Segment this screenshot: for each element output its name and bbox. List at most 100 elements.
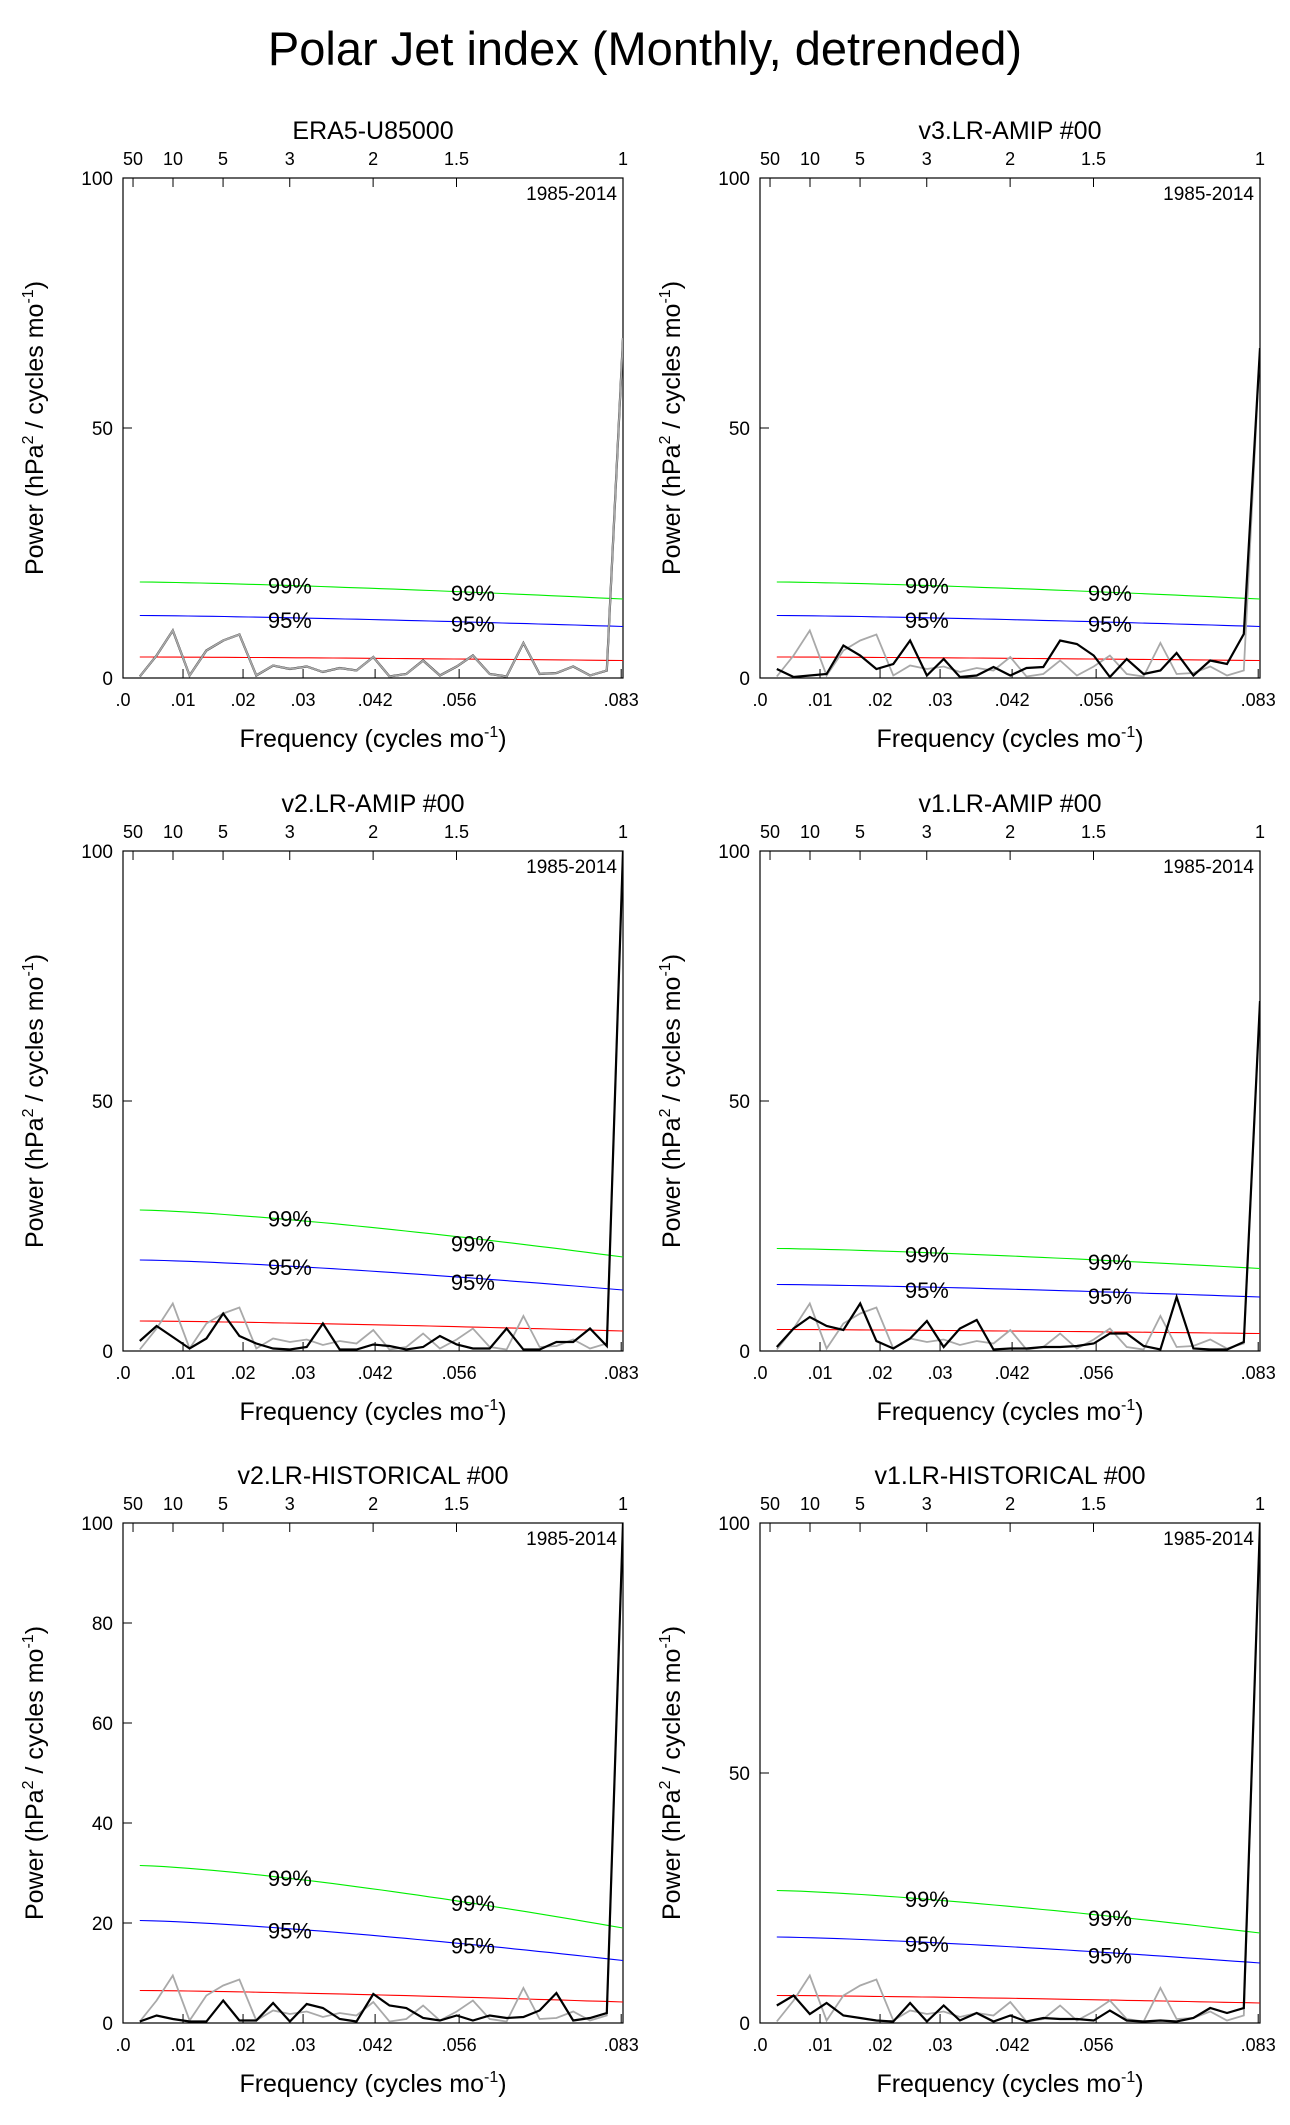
power-spectrum-line <box>138 337 623 678</box>
x-axis-label-text: Frequency (cycles mo <box>876 2070 1121 2098</box>
confidence-99-line <box>776 1889 1260 1934</box>
label-99: 99% <box>905 1243 949 1268</box>
reference-spectrum-line <box>139 337 623 678</box>
plot-frame <box>759 177 1261 679</box>
red-noise-line <box>139 1320 623 1332</box>
reference-spectrum-line <box>776 347 1260 678</box>
label-99: 99% <box>1088 1906 1132 1931</box>
reference-spectrum-line <box>776 1000 1260 1351</box>
label-99: 99% <box>1088 1250 1132 1275</box>
x-tick-label: .02 <box>231 2035 256 2055</box>
y-tick-label: 60 <box>92 1714 113 1735</box>
x-tick-label: .03 <box>291 690 316 710</box>
x-axis-label-sup: -1 <box>484 1397 498 1414</box>
y-tick-label: 0 <box>102 1342 113 1363</box>
plot-frame <box>759 1522 1261 2024</box>
y-axis-label-text: / cycles mo <box>21 304 49 436</box>
plot-frame <box>122 850 624 1352</box>
top-tick-label: 5 <box>855 1494 865 1514</box>
label-99: 99% <box>905 1887 949 1912</box>
y-axis-label-tail: ) <box>21 954 49 962</box>
data-layer <box>139 851 623 1351</box>
label-95: 95% <box>268 1919 312 1944</box>
x-tick-label: .083 <box>1241 1363 1276 1383</box>
period-label: 1985-2014 <box>526 1529 617 1550</box>
chart-panel: v1.LR-AMIP #00 1985-2014 50 10 5 3 2 1.5 1 .0 .01.… <box>657 790 1276 1426</box>
x-tick-label: .042 <box>995 1363 1030 1383</box>
x-tick-label: .01 <box>808 1363 833 1383</box>
panel-title: v2.LR-AMIP #00 <box>282 790 465 818</box>
x-axis-label-tail: ) <box>1135 1398 1143 1426</box>
top-tick-label: 10 <box>163 149 183 169</box>
y-tick-label: 0 <box>102 669 113 690</box>
chart-panel: v3.LR-AMIP #00 1985-2014 50 10 5 3 2 1.5 1 .0 .01.… <box>657 117 1276 753</box>
data-layer <box>138 337 623 678</box>
top-tick-label: 2 <box>368 1494 378 1514</box>
y-tick-label: 0 <box>739 2014 750 2035</box>
y-axis-label-sup: 2 <box>20 435 37 444</box>
top-tick-label: 1.5 <box>444 1494 469 1514</box>
y-axis-label-sup: 2 <box>657 1780 674 1789</box>
x-tick-label: .03 <box>928 1363 953 1383</box>
panel-title: ERA5-U85000 <box>292 117 453 145</box>
x-tick-label: .042 <box>358 1363 393 1383</box>
x-tick-label: .056 <box>442 690 477 710</box>
x-axis-label: Frequency (cycles mo-1) <box>239 724 506 753</box>
y-axis-label-sup: 2 <box>657 435 674 444</box>
top-tick-label: 5 <box>855 149 865 169</box>
x-axis-label-tail: ) <box>1135 725 1143 753</box>
y-tick-label: 0 <box>739 669 750 690</box>
x-axis-label: Frequency (cycles mo-1) <box>876 1397 1143 1426</box>
label-95: 95% <box>1088 1284 1132 1309</box>
confidence-95-line <box>776 614 1260 628</box>
y-axis-label-sup: 2 <box>657 1108 674 1117</box>
confidence-95-line <box>139 1919 623 1962</box>
reference-spectrum-line <box>139 851 623 1351</box>
label-95: 95% <box>451 612 495 637</box>
y-axis-label-sup: -1 <box>20 289 37 303</box>
top-tick-label: 1 <box>1255 822 1265 842</box>
top-tick-label: 1.5 <box>1081 1494 1106 1514</box>
top-tick-label: 3 <box>285 822 295 842</box>
label-99: 99% <box>905 574 949 599</box>
x-axis-label-sup: -1 <box>1121 1397 1135 1414</box>
x-tick-label: .0 <box>115 1363 130 1383</box>
top-tick-label: 1 <box>618 1494 628 1514</box>
label-95: 95% <box>1088 1944 1132 1969</box>
top-tick-label: 1 <box>618 149 628 169</box>
y-axis-label-tail: ) <box>21 1626 49 1634</box>
y-axis-label-tail: ) <box>21 281 49 289</box>
x-tick-label: .042 <box>358 690 393 710</box>
y-axis-label-text: Power (hPa <box>21 1117 49 1248</box>
x-axis-label-sup: -1 <box>484 2069 498 2086</box>
confidence-95-line <box>139 1259 623 1291</box>
y-axis-label-text: / cycles mo <box>21 1649 49 1781</box>
y-axis-label-text: Power (hPa <box>21 1789 49 1920</box>
x-tick-label: .03 <box>291 1363 316 1383</box>
label-99: 99% <box>268 574 312 599</box>
x-tick-label: .0 <box>752 2035 767 2055</box>
y-axis-label: Power (hPa2 / cycles mo-1) <box>20 281 49 575</box>
top-tick-label: 10 <box>800 822 820 842</box>
top-tick-label: 10 <box>163 822 183 842</box>
y-tick-label: 50 <box>92 419 113 440</box>
y-axis-label-sup: -1 <box>20 1634 37 1648</box>
y-axis-label-text: / cycles mo <box>658 304 686 436</box>
label-99: 99% <box>1088 581 1132 606</box>
y-tick-label: 80 <box>92 1614 113 1635</box>
y-axis-label-text: / cycles mo <box>21 977 49 1109</box>
y-axis-label-tail: ) <box>658 281 686 289</box>
power-spectrum-line <box>776 347 1260 678</box>
panel-title: v1.LR-AMIP #00 <box>919 790 1102 818</box>
confidence-95-line <box>776 1936 1260 1964</box>
y-tick-label: 0 <box>102 2014 113 2035</box>
period-label: 1985-2014 <box>1163 184 1254 205</box>
y-tick-label: 100 <box>718 169 750 190</box>
x-tick-label: .02 <box>868 690 893 710</box>
x-tick-label: .0 <box>115 2035 130 2055</box>
top-tick-label: 1.5 <box>1081 822 1106 842</box>
top-tick-label: 5 <box>218 1494 228 1514</box>
